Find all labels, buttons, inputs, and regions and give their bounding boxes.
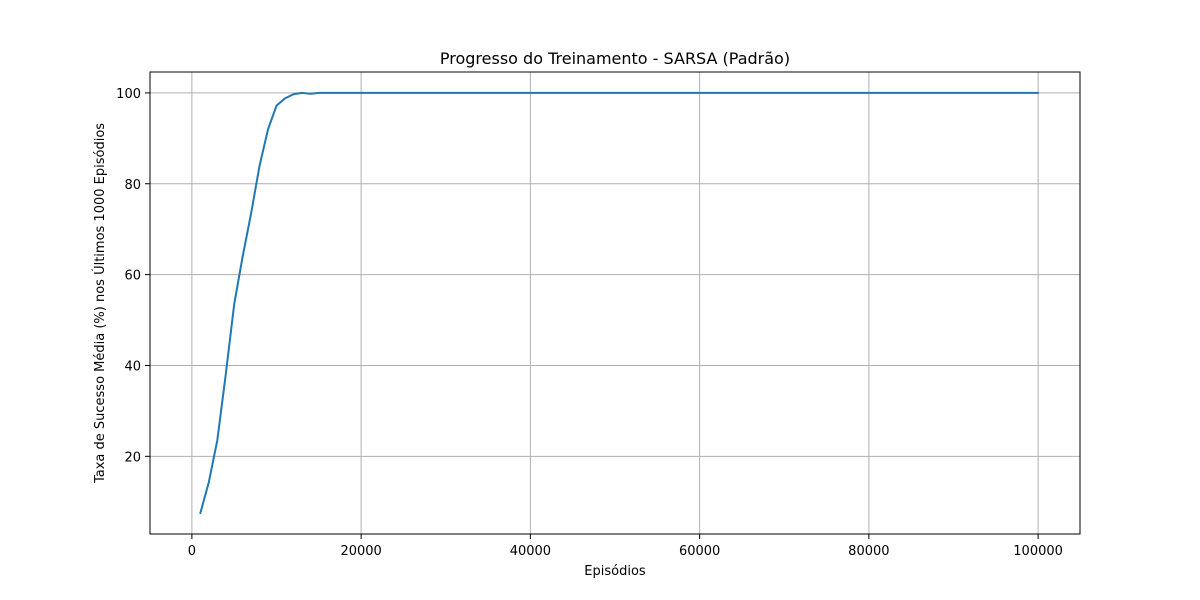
x-tick-label: 40000: [510, 544, 551, 559]
y-tick-label: 40: [124, 359, 141, 374]
y-tick-label: 60: [124, 269, 141, 284]
chart-title: Progresso do Treinamento - SARSA (Padrão…: [440, 49, 790, 68]
y-axis-label: Taxa de Sucesso Média (%) nos Últimos 10…: [92, 123, 108, 484]
y-tick-label: 20: [124, 450, 141, 465]
series-line: [199, 91, 1040, 515]
x-tick-label: 0: [188, 544, 196, 559]
x-tick-label: 100000: [1013, 544, 1063, 559]
x-tick-label: 80000: [848, 544, 889, 559]
y-axis: 20 40 60 80 100: [116, 87, 150, 465]
y-tick-label: 80: [124, 178, 141, 193]
x-axis-label: Episódios: [584, 564, 646, 579]
y-tick-label: 100: [116, 87, 141, 102]
x-tick-label: 60000: [679, 544, 720, 559]
plot-frame: [149, 71, 1081, 535]
x-axis: 0 20000 40000 60000 80000 100000: [188, 534, 1063, 559]
x-tick-label: 20000: [340, 544, 381, 559]
series-layer: [199, 91, 1040, 515]
